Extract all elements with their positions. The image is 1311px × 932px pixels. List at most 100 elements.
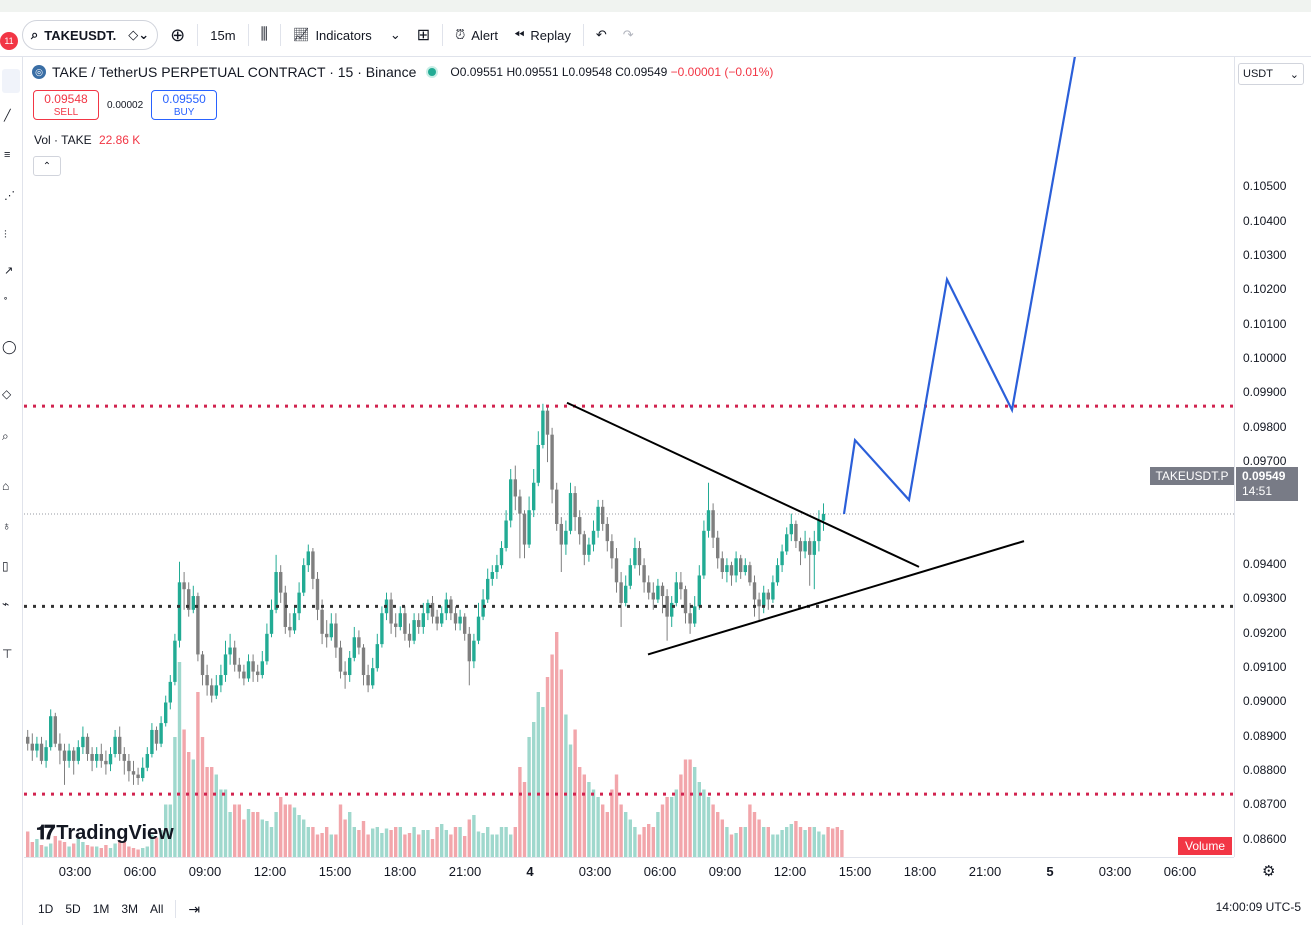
volume-bar [522, 782, 527, 857]
buy-button[interactable]: 0.09550 BUY [151, 90, 218, 120]
cursor-tool-icon[interactable] [2, 69, 20, 93]
timezone-clock[interactable]: 14:00:09 UTC-5 [1215, 900, 1301, 914]
compare-button[interactable]: ⊕ [162, 19, 193, 51]
redo-button[interactable]: ↷ [615, 19, 642, 51]
lock-tool-icon[interactable]: ♁ [2, 519, 11, 533]
chart-canvas[interactable] [24, 57, 1234, 857]
range-1m-button[interactable]: 1M [92, 902, 110, 916]
volume-bar [90, 846, 94, 857]
volume-bar [265, 821, 269, 857]
chart-type-button[interactable]: ⫼ [253, 19, 276, 51]
volume-bar [821, 834, 826, 857]
volume-bar [835, 827, 839, 857]
range-all-button[interactable]: All [150, 902, 164, 916]
magnet-tool-icon[interactable]: ⌂ [2, 479, 10, 493]
candle-body [476, 616, 481, 641]
volume-bar [734, 833, 738, 857]
fib-tool-icon[interactable]: ≡ [4, 149, 11, 161]
currency-selector[interactable]: USDT ⌄ [1238, 63, 1304, 85]
range-5d-button[interactable]: 5D [65, 902, 81, 916]
volume-bar [688, 759, 692, 857]
volume-bar [242, 819, 246, 857]
volume-bar [136, 849, 140, 857]
undo-button[interactable]: ↶ [588, 19, 615, 51]
volume-bar [711, 804, 715, 857]
spread-value: 0.00002 [107, 99, 144, 111]
forecast-tool-icon[interactable]: ⫶ [4, 229, 7, 241]
volume-bar [651, 827, 655, 857]
volume-bar [499, 827, 504, 857]
volume-bar [794, 821, 798, 857]
hide-tool-icon[interactable]: ▯ [2, 559, 9, 573]
candle-body [366, 675, 370, 686]
indicators-button[interactable]: 📈︎ Indicators ⌄ [285, 19, 409, 51]
candle-body [771, 582, 775, 600]
volume-bar [26, 831, 30, 857]
layouts-button[interactable]: ⊞ [409, 19, 438, 51]
volume-bar [633, 827, 637, 857]
time-label: 09:00 [708, 864, 742, 879]
volume-bar [329, 834, 333, 857]
notification-badge[interactable]: 11 [0, 32, 18, 50]
time-axis[interactable]: 03:00 06:00 09:00 12:00 15:00 18:00 21:00 4 03:0… [24, 857, 1234, 886]
emoji-tool-icon[interactable]: ◯ [2, 339, 17, 354]
tree-tool-icon[interactable]: ⊤ [2, 647, 13, 661]
volume-bar [412, 827, 416, 857]
price-scale[interactable] [1234, 57, 1311, 857]
candle-body [315, 578, 320, 610]
volume-bar [739, 827, 743, 857]
volume-bar [311, 827, 315, 857]
candle-body [145, 753, 149, 768]
search-icon: ⌕ [31, 27, 39, 42]
candle-body [798, 541, 803, 552]
ruler-tool-icon[interactable]: ◇ [2, 387, 12, 401]
volume-bar [338, 804, 343, 857]
candle-body [665, 596, 669, 617]
volume-bar [614, 774, 619, 857]
interval-button[interactable]: 15m [202, 19, 243, 51]
range-1d-button[interactable]: 1D [38, 902, 54, 916]
candle-body [651, 592, 655, 600]
replay-button[interactable]: ⏪︎ Replay [506, 19, 579, 51]
arrow-tool-icon[interactable]: ↗ [4, 265, 14, 277]
candle-body [251, 661, 255, 672]
price-label: 0.09200 [1243, 625, 1287, 640]
candle-body [352, 637, 356, 658]
symbol-search[interactable]: ⌕ TAKEUSDT. ◇⌄ [22, 20, 159, 50]
sell-button[interactable]: 0.09548 SELL [33, 90, 99, 120]
collapse-legend-button[interactable]: ⌃ [33, 156, 61, 176]
candle-body [785, 534, 789, 552]
chevron-down-icon[interactable]: ⌄ [389, 27, 401, 42]
chart-title[interactable]: TAKE / TetherUS PERPETUAL CONTRACT · 15 … [52, 64, 417, 80]
alert-button[interactable]: ⏰︎ Alert [447, 19, 506, 51]
zoom-tool-icon[interactable]: ⌕ [2, 429, 9, 443]
trendline-tool-icon[interactable]: ╱ [4, 110, 11, 122]
candle-body [775, 565, 780, 583]
candle-body [177, 582, 182, 641]
tradingview-logo[interactable]: 𝟏𝟕 TradingView [36, 822, 174, 845]
text-tool-icon[interactable]: ˚ [4, 297, 8, 309]
volume-bar [757, 819, 761, 857]
volume-bar [154, 837, 159, 857]
candle-body [375, 644, 379, 669]
range-3m-button[interactable]: 3M [121, 902, 139, 916]
interval-label: 15m [210, 27, 236, 43]
trash-tool-icon[interactable]: ⌁ [2, 597, 10, 611]
candle-body [223, 654, 228, 676]
volume-bar [366, 834, 370, 857]
diamond-icon[interactable]: ◇⌄ [128, 27, 150, 42]
volume-bar [375, 827, 379, 857]
volume-bar [476, 831, 481, 857]
time-label: 06:00 [123, 864, 157, 879]
volume-bar [458, 827, 462, 857]
chart-pane[interactable] [24, 57, 1234, 857]
candle-body [334, 623, 338, 648]
volume-bar [104, 845, 108, 857]
settings-gear-icon[interactable]: ⚙ [1262, 863, 1276, 880]
candle-body [104, 760, 108, 765]
volume-bar [559, 669, 563, 857]
candle-body [486, 578, 490, 600]
pattern-tool-icon[interactable]: ⋰ [4, 190, 15, 202]
goto-date-icon[interactable]: ⇥ [188, 900, 201, 917]
price-label: 0.10400 [1243, 213, 1287, 228]
